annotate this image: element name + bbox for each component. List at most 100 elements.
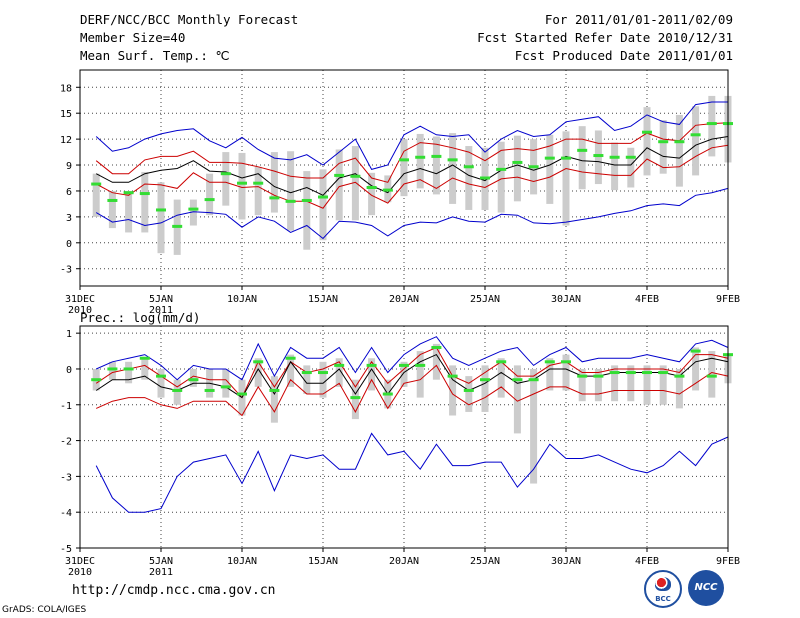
temp-spread-box [141, 171, 149, 233]
temp-median-marker [609, 155, 620, 159]
prec-median-marker [609, 371, 620, 375]
prec-median-marker [544, 360, 555, 364]
temp-median-marker [463, 165, 474, 169]
prec-spread-box [335, 358, 343, 387]
prec-spread-box [222, 368, 230, 398]
temp-ytick-label: -3 [60, 265, 72, 276]
temp-median-marker [156, 208, 166, 212]
prec-mean-line [95, 353, 729, 399]
temp-median-marker [172, 224, 183, 228]
prec-xtick-year: 2010 [68, 567, 92, 578]
temp-median-marker [496, 167, 507, 171]
temp-xtick-label: 25JAN [470, 294, 500, 305]
temp-upper_quartile-line [95, 122, 729, 183]
prec-spread-box [465, 376, 473, 412]
prec-median-marker [318, 371, 328, 375]
temp-spread-box [206, 173, 214, 216]
prec-spread-box [594, 368, 602, 402]
forecast-started: Fcst Started Refer Date 2010/12/31 [477, 30, 733, 45]
prec-xtick-label: 4FEB [635, 556, 659, 567]
prec-spread-box [481, 365, 489, 412]
prec-spread-box [189, 368, 197, 387]
prec-xtick-label: 9FEB [716, 556, 740, 567]
temp-spread-box [222, 152, 230, 206]
temp-xtick-label: 30JAN [551, 294, 581, 305]
temp-spread-box [692, 106, 700, 176]
temp-xtick-year: 2011 [149, 305, 173, 316]
prec-median-marker [334, 363, 345, 367]
forecast-produced: Fcst Produced Date 2011/01/01 [514, 48, 733, 63]
prec-spread-box [254, 358, 262, 387]
prec-median-marker [237, 392, 247, 396]
prec-median-marker [593, 374, 604, 378]
temp-xtick-label: 20JAN [389, 294, 419, 305]
temp-spread-box [189, 199, 197, 226]
temp-ytick-label: 6 [66, 187, 72, 198]
prec-spread-box [546, 358, 554, 391]
prec-spread-box [319, 361, 327, 398]
temp-ytick-label: 3 [66, 213, 72, 224]
temp-median-marker [139, 192, 150, 196]
prec-xtick-label: 5JAN [149, 556, 173, 567]
prec-median-marker [528, 378, 539, 382]
bcc-swirl-icon [655, 577, 671, 591]
source-url[interactable]: http://cmdp.ncc.cma.gov.cn [72, 583, 276, 598]
prec-spread-box [659, 365, 667, 405]
temp-median-marker [334, 173, 345, 177]
prec-spread-box [513, 365, 521, 434]
prec-spread-box [141, 358, 149, 380]
temp-median-marker [269, 196, 280, 200]
prec-median-marker [447, 374, 458, 378]
prec-xtick-label: 15JAN [308, 556, 338, 567]
temp-median-marker [642, 130, 652, 134]
prec-median-marker [350, 396, 361, 400]
prec-ytick-label: -2 [60, 437, 72, 448]
bcc-logo: BCC [644, 570, 682, 608]
temp-spread-box [627, 147, 635, 188]
prec-median-marker [301, 371, 312, 375]
temp-xtick-label: 4FEB [635, 294, 659, 305]
temp-median-marker [107, 198, 118, 202]
temp-spread-box [659, 120, 667, 174]
prec-spread-box [432, 343, 440, 380]
prec-lower_quartile-line [95, 364, 729, 417]
prec-spread-box [675, 368, 683, 409]
prec-xtick-label: 30JAN [551, 556, 581, 567]
prec-median-marker [561, 360, 571, 364]
temp-median-marker [561, 156, 571, 160]
temp-xtick-label: 10JAN [227, 294, 257, 305]
prec-xtick-year: 2011 [149, 567, 173, 578]
temp-spread-box [254, 166, 262, 216]
ncc-logo: NCC [688, 570, 724, 606]
temp-median-marker [415, 155, 426, 159]
temp-spread-box [708, 95, 716, 157]
prec-median-marker [463, 388, 474, 392]
prec-median-marker [220, 385, 231, 389]
prec-median-marker [625, 371, 636, 375]
temp-xtick-year: 2010 [68, 305, 92, 316]
prec-spread-box [692, 347, 700, 391]
prec-xtick-label: 31DEC [65, 556, 95, 567]
temp-spread-box [335, 149, 343, 221]
temp-median-marker [188, 207, 199, 211]
ncc-logo-text: NCC [694, 582, 718, 593]
temp-mean-line [95, 136, 729, 196]
prec-panel-title: Prec.: log(mm/d) [80, 310, 200, 325]
temp-spread-box [157, 182, 165, 254]
prec-spread-box [449, 365, 457, 416]
temp-median-marker [123, 191, 134, 195]
prec-ytick-label: 1 [66, 329, 72, 340]
prec-spread-box [562, 354, 570, 391]
prec-spread-box [287, 354, 295, 387]
temp-ytick-label: 15 [60, 109, 72, 120]
temp-median-marker [528, 165, 539, 169]
temp-median-marker [593, 154, 604, 158]
prec-median-marker [139, 356, 150, 360]
prec-spread-box [368, 358, 376, 391]
chart-title: DERF/NCC/BCC Monthly Forecast [80, 12, 299, 27]
temp-spread-box [675, 114, 683, 187]
temp-median-marker [237, 181, 247, 185]
prec-median-marker [496, 360, 507, 364]
temp-median-marker [253, 181, 264, 185]
